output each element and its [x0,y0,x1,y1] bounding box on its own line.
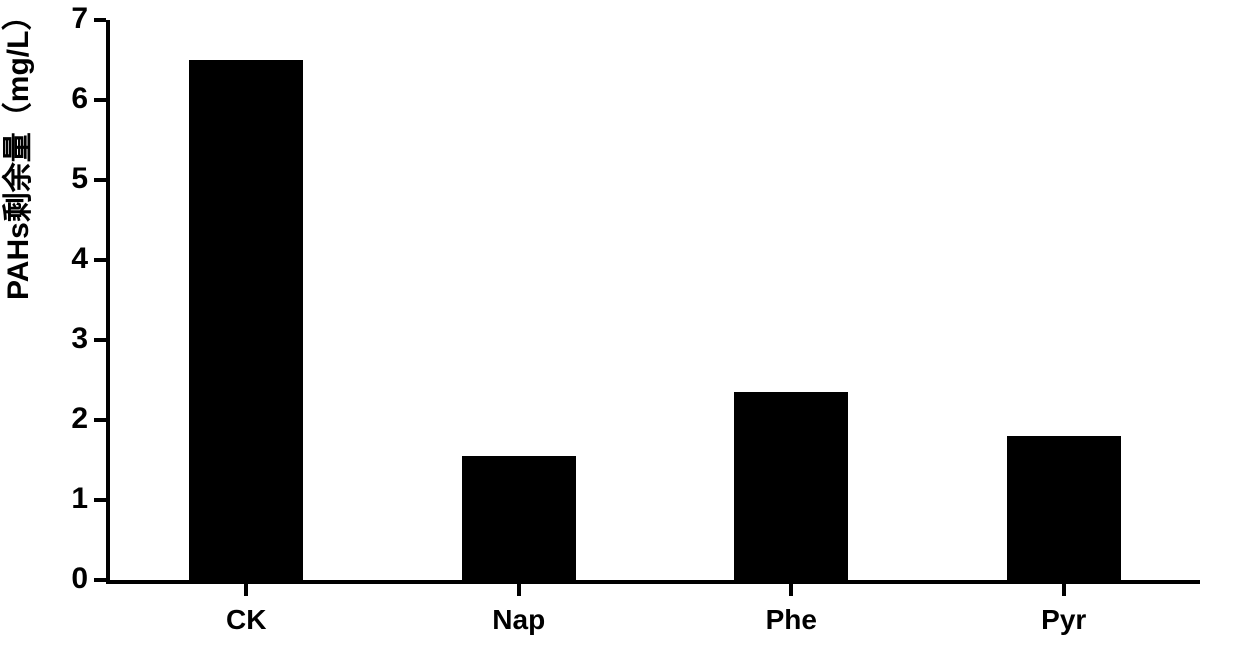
x-category-label: Nap [383,604,656,636]
y-tick [94,178,106,182]
y-tick-label: 0 [48,562,88,596]
y-tick-label: 7 [48,2,88,36]
y-tick-label: 5 [48,162,88,196]
y-tick [94,338,106,342]
x-axis-line [110,580,1200,584]
x-tick [1062,584,1066,596]
bar [734,392,848,580]
x-tick [244,584,248,596]
x-tick [517,584,521,596]
bar [1007,436,1121,580]
y-tick [94,98,106,102]
x-category-label: Phe [655,604,928,636]
y-tick [94,258,106,262]
bar-chart: PAHs剩余量（mg/L） 01234567 CKNapPhePyr [0,0,1239,650]
y-tick-label: 6 [48,82,88,116]
x-tick [789,584,793,596]
y-axis-line [106,20,110,584]
y-tick-label: 3 [48,322,88,356]
y-tick [94,418,106,422]
y-tick [94,578,106,582]
x-category-label: CK [110,604,383,636]
y-tick [94,18,106,22]
y-tick-label: 2 [48,402,88,436]
bar [462,456,576,580]
y-tick [94,498,106,502]
y-tick-label: 4 [48,242,88,276]
bar [189,60,303,580]
x-category-label: Pyr [928,604,1201,636]
y-tick-label: 1 [48,482,88,516]
